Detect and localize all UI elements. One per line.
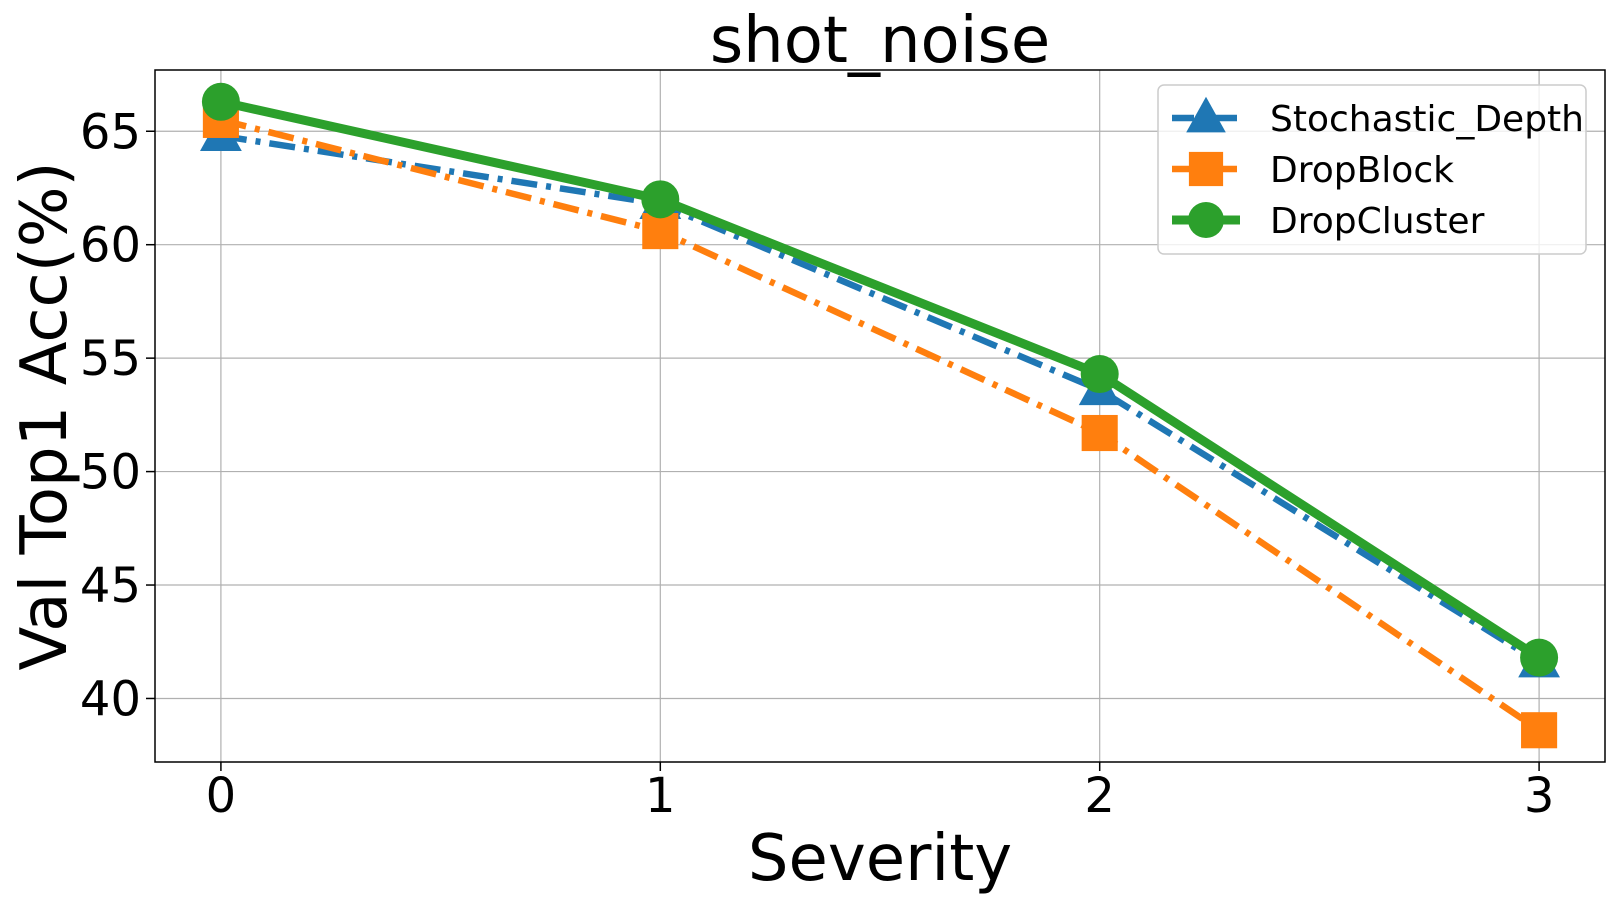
x-tick-label: 3 — [1524, 768, 1555, 824]
legend-label: Stochastic_Depth — [1270, 99, 1584, 140]
data-point-marker — [641, 180, 680, 219]
chart-title: shot_noise — [710, 4, 1050, 78]
legend-box — [1157, 84, 1587, 255]
legend-marker — [1186, 96, 1226, 133]
y-tick-label: 40 — [80, 671, 141, 727]
y-tick-label: 45 — [80, 558, 141, 614]
legend-entry: DropCluster — [1172, 201, 1485, 242]
series-line — [220, 132, 1541, 665]
legend-marker — [1188, 151, 1224, 187]
series-lines — [200, 82, 1560, 749]
data-point-marker — [1520, 638, 1559, 677]
data-point-marker — [642, 213, 679, 250]
y-tick-label: 65 — [80, 104, 141, 160]
data-point-marker — [1080, 355, 1119, 394]
legend-label: DropBlock — [1270, 150, 1454, 191]
x-axis-label: Severity — [748, 822, 1012, 896]
data-point-marker — [1521, 712, 1558, 749]
y-tick-label: 55 — [80, 331, 141, 387]
y-tick-label: 60 — [80, 218, 141, 274]
data-point-marker — [201, 82, 240, 121]
legend-label: DropCluster — [1270, 201, 1485, 242]
series-dropcluster — [201, 82, 1559, 677]
x-tick-label: 0 — [206, 768, 237, 824]
legend-entry: DropBlock — [1172, 150, 1454, 191]
legend-items: Stochastic_Depth DropBlock DropCluster — [1172, 96, 1584, 242]
series-line — [220, 116, 1541, 733]
data-point-marker — [1081, 414, 1118, 452]
series-line — [219, 97, 1542, 662]
legend: Stochastic_Depth DropBlock DropCluster — [1157, 84, 1587, 255]
legend-entry: Stochastic_Depth — [1172, 96, 1584, 140]
x-tick-label: 1 — [645, 768, 676, 824]
plot-area-frame — [154, 69, 1606, 763]
y-axis-label: Val Top1 Acc(%) — [8, 162, 82, 671]
axis-ticks: 0 1 2 3 40 45 50 55 60 65 — [80, 104, 1554, 824]
y-tick-label: 50 — [80, 445, 141, 501]
legend-marker — [1188, 202, 1224, 238]
x-tick-label: 2 — [1084, 768, 1115, 824]
